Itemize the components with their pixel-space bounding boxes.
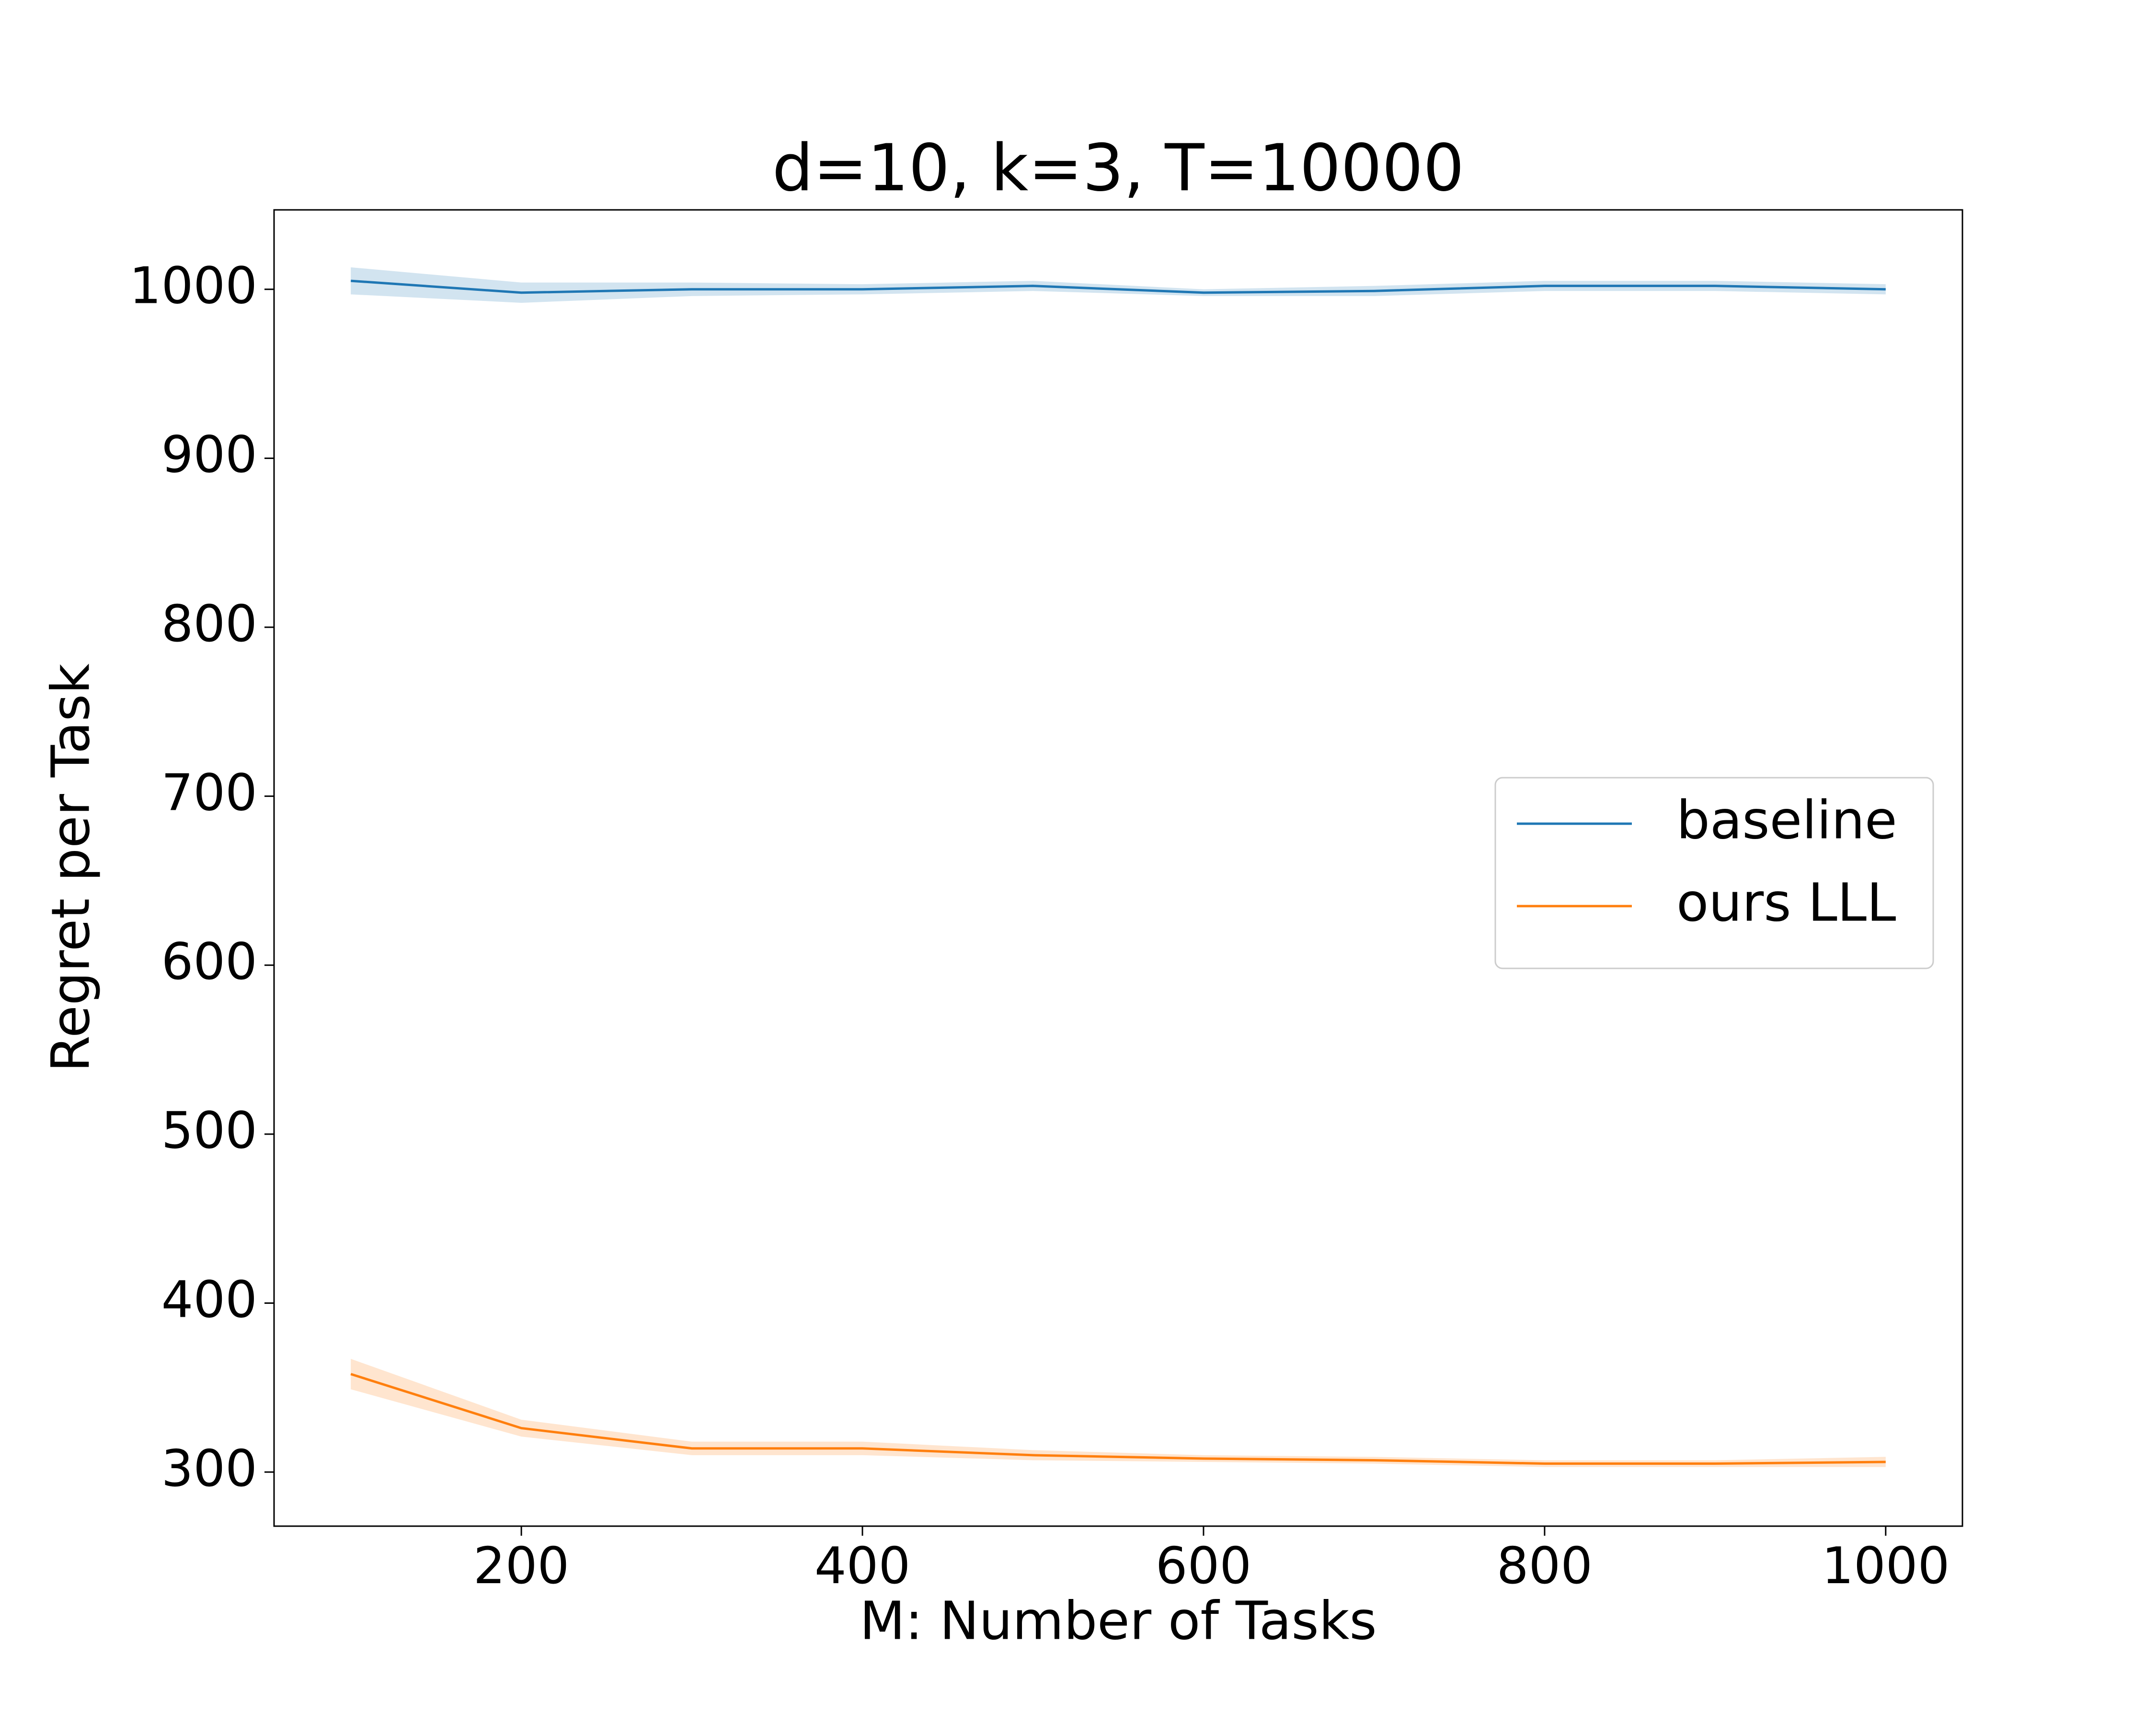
y-tick-label: 600 — [161, 932, 257, 991]
legend-label: ours LLL — [1676, 872, 1896, 933]
x-tick-label: 800 — [1497, 1537, 1593, 1595]
x-tick-label: 200 — [473, 1537, 569, 1595]
y-tick-label: 800 — [161, 595, 257, 653]
y-tick-label: 700 — [161, 763, 257, 822]
x-tick-label: 400 — [814, 1537, 910, 1595]
y-axis-label: Regret per Task — [40, 663, 101, 1072]
y-tick-label: 900 — [161, 426, 257, 484]
y-tick-label: 1000 — [129, 257, 257, 315]
legend-label: baseline — [1676, 789, 1897, 851]
line — [350, 1373, 1886, 1465]
confidence-band — [521, 282, 692, 303]
confidence-band — [351, 267, 522, 303]
y-tick-label: 500 — [161, 1102, 257, 1160]
y-tick-label: 400 — [161, 1270, 257, 1329]
x-tick-label: 1000 — [1822, 1537, 1950, 1595]
confidence-band — [351, 1358, 522, 1437]
legend-box — [1494, 777, 1934, 969]
chart-title: d=10, k=3, T=10000 — [772, 130, 1464, 206]
x-axis-label: M: Number of Tasks — [860, 1590, 1376, 1651]
x-tick-label: 600 — [1156, 1537, 1251, 1595]
line — [351, 279, 1886, 294]
plot-frame — [273, 209, 1963, 1527]
y-tick-label: 300 — [161, 1439, 257, 1498]
